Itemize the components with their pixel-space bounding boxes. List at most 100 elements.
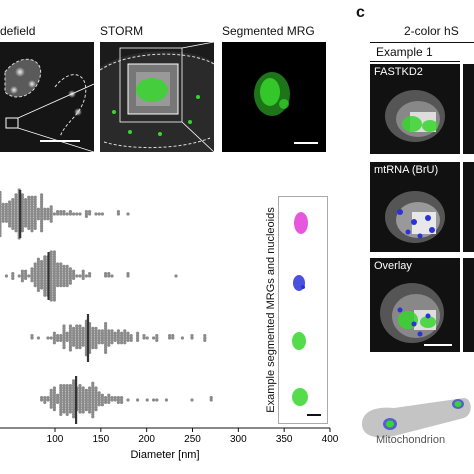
swarm-point [11, 217, 15, 221]
swarm-point [0, 210, 2, 214]
swarm-point [40, 219, 44, 223]
swarm-point [155, 398, 159, 402]
swarm-point [40, 281, 44, 285]
swarm-point [52, 331, 57, 335]
swarm-point [65, 338, 69, 342]
swarm-point [14, 212, 18, 216]
swarm-point [14, 202, 18, 206]
swarm-point [72, 412, 76, 416]
swarm-point [123, 336, 127, 340]
mitochondrion-schematic [362, 398, 471, 438]
swarm-point [142, 336, 146, 340]
swarm-point [164, 398, 168, 402]
swarm-point [84, 214, 88, 218]
swarm-point [49, 396, 53, 400]
swarm-point [20, 219, 24, 223]
swarm-point [52, 260, 57, 264]
swarm-point [52, 296, 57, 300]
swarm-point [209, 398, 213, 402]
swarm-point [30, 205, 34, 209]
swarm-point [43, 293, 47, 297]
swarm-point [97, 341, 101, 345]
swarm-point [43, 217, 47, 221]
swarm-point [40, 267, 44, 271]
swarm-point [59, 386, 63, 390]
swarm-point [62, 405, 66, 409]
swarm-point [4, 214, 8, 218]
swarm-point [190, 334, 194, 338]
swarm-point [91, 338, 95, 342]
swarm-point [100, 334, 104, 338]
swarm-point [0, 231, 2, 235]
swarm-point [8, 202, 12, 206]
swarm-point [20, 212, 24, 216]
swarm-point [88, 405, 92, 409]
swarm-point [75, 324, 79, 328]
swarm-point [113, 334, 117, 338]
swarm-point [94, 338, 98, 342]
swarm-point [8, 210, 12, 214]
swarm-point [36, 269, 41, 273]
swarm-point [59, 281, 63, 285]
swarm-point [33, 202, 37, 206]
swarm-point [49, 291, 53, 295]
swarm-point [49, 284, 53, 288]
swarm-point [91, 326, 95, 330]
swarm-point [40, 260, 44, 264]
swarm-point [11, 210, 15, 214]
swarm-point [84, 398, 88, 402]
swarm-point [65, 269, 69, 273]
swarm-point [11, 226, 15, 230]
swarm-point [116, 210, 120, 214]
swarm-point [68, 329, 72, 333]
swarm-point [30, 334, 34, 338]
swarm-point [24, 207, 28, 211]
swarm-point [52, 334, 57, 338]
swarm-point [43, 272, 47, 276]
swarm-point [40, 226, 44, 230]
swarm-point [110, 336, 114, 340]
swarm-point [65, 274, 69, 278]
swarm-point [52, 391, 57, 395]
swarm-point [0, 200, 2, 204]
swarm-point [11, 214, 15, 218]
swarm-point [68, 331, 72, 335]
swarm-point [62, 386, 66, 390]
swarm-point [113, 336, 117, 340]
swarm-point [52, 288, 57, 292]
swarm-point [72, 393, 76, 397]
swarm-point [4, 210, 8, 214]
x-tick-label: 200 [138, 434, 155, 445]
swarm-point [81, 391, 85, 395]
swarm-point [91, 334, 95, 338]
swarm-point [36, 212, 41, 216]
swarm-point [56, 400, 60, 404]
swarm-point [88, 396, 92, 400]
swarm-point [107, 400, 111, 404]
swarm-point [49, 257, 53, 261]
swarm-point [33, 276, 37, 280]
swarm-point [36, 217, 41, 221]
swarm-point [40, 229, 44, 233]
swarm-point [62, 346, 66, 350]
swarm-point [30, 210, 34, 214]
swarm-point [72, 329, 76, 333]
swarm-point [100, 393, 104, 397]
swarm-point [65, 336, 69, 340]
swarm-point [72, 405, 76, 409]
swarm-point [65, 400, 69, 404]
swarm-point [49, 252, 53, 256]
swarm-point [62, 408, 66, 412]
swarm-point [4, 205, 8, 209]
swarm-point [94, 403, 98, 407]
swarm-point [72, 379, 76, 383]
mtrna-panel: mtRNA (BrU) [370, 162, 460, 252]
swarm-point [78, 324, 82, 328]
swarm-point [27, 205, 31, 209]
swarm-point [75, 341, 79, 345]
swarm-point [120, 341, 124, 345]
swarm-point [11, 212, 15, 216]
swarm-point [110, 341, 114, 345]
swarm-point [68, 393, 72, 397]
swarm-point [68, 336, 72, 340]
